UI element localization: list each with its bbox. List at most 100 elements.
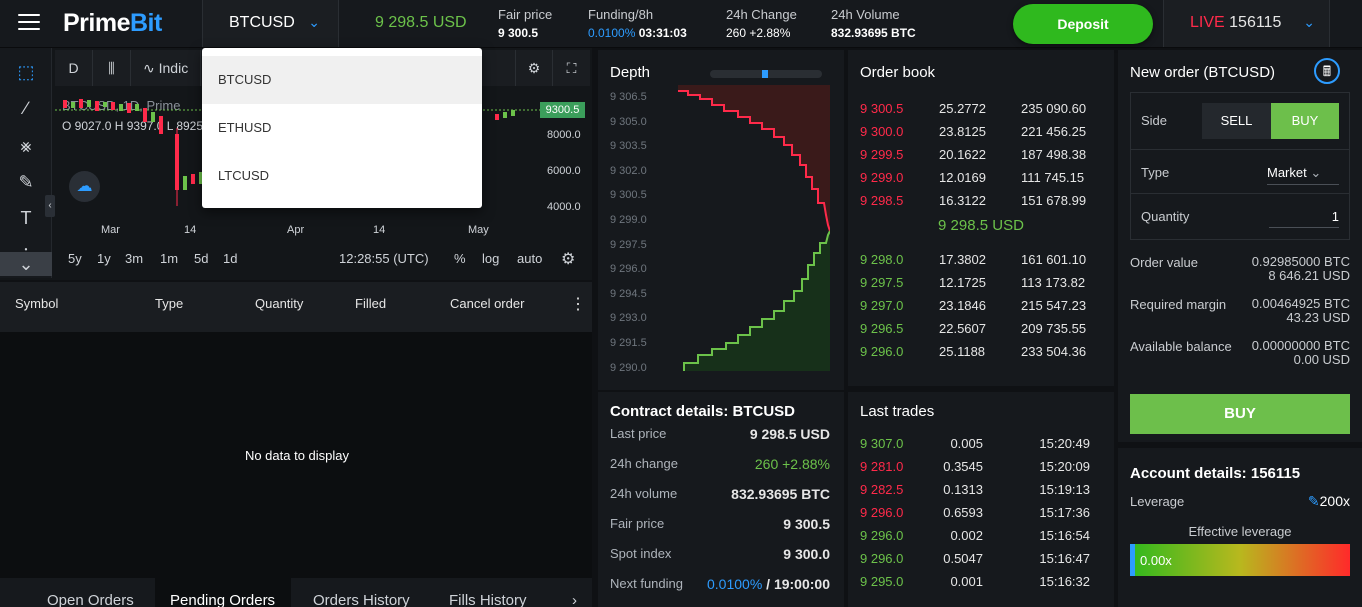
- collapse-toolbar-icon[interactable]: ‹: [45, 195, 55, 217]
- bid-row[interactable]: 9 297.5 12.1725 113 173.82: [860, 271, 1090, 294]
- bid-qty: 12.1725: [939, 275, 986, 290]
- timeframe-5d[interactable]: 5d: [194, 251, 209, 266]
- change-label: 24h Change: [726, 7, 797, 22]
- bids-list: 9 298.0 17.3802 161 601.10 9 297.5 12.1725 1…: [860, 248, 1090, 363]
- leverage-value[interactable]: ✎200x: [1308, 493, 1350, 510]
- ask-row[interactable]: 9 299.0 12.0169 111 745.15: [860, 166, 1090, 189]
- cloud-icon[interactable]: ☁: [69, 171, 100, 202]
- depth-tick: 9 306.5: [610, 91, 647, 103]
- chevron-right-icon[interactable]: ›: [572, 592, 577, 607]
- timeframe-3m[interactable]: 3m: [125, 251, 144, 266]
- ask-price: 9 298.5: [860, 193, 904, 208]
- tab-pending-orders[interactable]: Pending Orders: [155, 578, 292, 607]
- pencil-icon[interactable]: ✎: [1307, 493, 1320, 509]
- trades-list: 9 307.0 0.005 15:20:49 9 281.0 0.3545 15:20:…: [860, 432, 1090, 593]
- contract-title: Contract details: BTCUSD: [610, 403, 796, 420]
- calculator-icon[interactable]: 🖩: [1314, 58, 1340, 84]
- bid-total: 233 504.36: [1021, 344, 1087, 359]
- col-cancel: Cancel order: [450, 296, 525, 311]
- funding-time: 03:31:03: [638, 26, 687, 40]
- tab-open-orders[interactable]: Open Orders: [47, 592, 134, 607]
- current-price-tag: 9300.5: [540, 102, 585, 118]
- bid-qty: 17.3802: [939, 252, 986, 267]
- menu-icon[interactable]: [18, 14, 40, 32]
- dropdown-item-ltcusd[interactable]: LTCUSD: [218, 168, 270, 183]
- fair-price-label: Fair price: [610, 516, 665, 531]
- bid-price: 9 298.0: [860, 252, 904, 267]
- ask-row[interactable]: 9 300.0 23.8125 221 456.25: [860, 120, 1090, 143]
- spot-index-label: Spot index: [610, 546, 672, 561]
- account-id: 156115: [1229, 14, 1282, 31]
- volume-label: 24h Volume: [831, 7, 900, 22]
- margin-btc: 0.00464925 BTC: [1251, 296, 1350, 311]
- text-icon[interactable]: T: [20, 208, 32, 228]
- funding-rate: 0.0100%: [588, 26, 636, 40]
- account-select[interactable]: LIVE 156115 ⌄: [1163, 0, 1330, 47]
- live-badge: LIVE: [1190, 14, 1225, 31]
- margin-label: Required margin: [1130, 297, 1227, 312]
- trade-price: 9 296.0: [860, 551, 904, 566]
- quantity-input[interactable]: 1: [1269, 209, 1339, 228]
- order-value: 0.92985000 BTC 8 646.21 USD: [1252, 255, 1350, 283]
- bid-row[interactable]: 9 296.0 25.1188 233 504.36: [860, 340, 1090, 363]
- tab-orders-history[interactable]: Orders History: [313, 592, 410, 607]
- timeframe-1y[interactable]: 1y: [97, 251, 111, 266]
- deposit-button[interactable]: Deposit: [1013, 4, 1153, 44]
- balance-usd: 0.00 USD: [1293, 352, 1350, 367]
- buy-button[interactable]: BUY: [1130, 394, 1350, 434]
- type-select[interactable]: Market ⌄: [1267, 165, 1339, 185]
- log-toggle[interactable]: log: [482, 251, 500, 266]
- percent-toggle[interactable]: %: [454, 251, 466, 266]
- chevron-down-icon[interactable]: ⌄: [0, 252, 52, 276]
- trade-price: 9 307.0: [860, 436, 904, 451]
- brand-logo[interactable]: PrimeBit: [63, 9, 162, 38]
- buy-toggle[interactable]: BUY: [1271, 103, 1339, 139]
- ask-row[interactable]: 9 299.5 20.1622 187 498.38: [860, 143, 1090, 166]
- timeframe-1d[interactable]: 1d: [223, 251, 238, 266]
- fib-icon[interactable]: ⨳: [20, 136, 32, 156]
- more-vertical-icon[interactable]: ⋮: [570, 296, 586, 313]
- interval-button[interactable]: D: [55, 50, 93, 86]
- symbol-select[interactable]: BTCUSD ⌄: [202, 0, 339, 47]
- ask-row[interactable]: 9 298.5 16.3122 151 678.99: [860, 189, 1090, 212]
- next-funding-rate: 0.0100%: [707, 576, 763, 592]
- quantity-label: Quantity: [1141, 209, 1190, 224]
- depth-tick: 9 303.5: [610, 140, 647, 153]
- timeframe-5y[interactable]: 5y: [68, 251, 82, 266]
- slider-handle[interactable]: [762, 70, 768, 78]
- ask-row[interactable]: 9 300.5 25.2772 235 090.60: [860, 97, 1090, 120]
- trade-price: 9 282.5: [860, 482, 904, 497]
- bid-row[interactable]: 9 298.0 17.3802 161 601.10: [860, 248, 1090, 271]
- gear-icon[interactable]: ⚙: [561, 251, 576, 268]
- tab-fills-history[interactable]: Fills History: [449, 592, 527, 607]
- asks-line: [678, 90, 830, 232]
- next-funding-label: Next funding: [610, 576, 683, 591]
- trade-row: 9 281.0 0.3545 15:20:09: [860, 455, 1090, 478]
- trade-qty: 0.6593: [943, 505, 983, 520]
- volume-stat: 24h Volume 832.93695 BTC: [831, 7, 916, 40]
- candles-icon[interactable]: ⫼: [93, 50, 131, 86]
- dropdown-item-ethusd[interactable]: ETHUSD: [218, 120, 272, 135]
- timeframe-1m[interactable]: 1m: [160, 251, 179, 266]
- chevron-down-icon: ⌄: [1303, 14, 1315, 30]
- chevron-down-icon: ⌄: [1310, 165, 1322, 180]
- ask-qty: 25.2772: [939, 101, 986, 116]
- trendline-icon[interactable]: ∕: [24, 98, 28, 118]
- bid-row[interactable]: 9 296.5 22.5607 209 735.55: [860, 317, 1090, 340]
- trade-time: 15:20:09: [1039, 459, 1090, 474]
- ohlc-high: H 9397.0: [114, 119, 164, 133]
- sell-toggle[interactable]: SELL: [1202, 103, 1271, 139]
- ask-price: 9 299.5: [860, 147, 904, 162]
- fullscreen-icon[interactable]: ⛶: [566, 60, 577, 76]
- gear-icon[interactable]: ⚙: [515, 50, 553, 86]
- trade-row: 9 296.0 0.5047 15:16:47: [860, 547, 1090, 570]
- asks-list: 9 300.5 25.2772 235 090.60 9 300.0 23.8125 2…: [860, 97, 1090, 212]
- order-form: Side SELL BUY Type Market ⌄ Quantity 1: [1130, 92, 1350, 240]
- bid-row[interactable]: 9 297.0 23.1846 215 547.23: [860, 294, 1090, 317]
- dropdown-item-btcusd[interactable]: BTCUSD: [202, 56, 482, 104]
- depth-zoom-slider[interactable]: [710, 70, 822, 78]
- crosshair-icon[interactable]: ⬚: [17, 62, 35, 82]
- indicators-button[interactable]: ∿ Indic: [131, 50, 201, 86]
- auto-toggle[interactable]: auto: [517, 251, 543, 266]
- brush-icon[interactable]: ✎: [18, 172, 34, 192]
